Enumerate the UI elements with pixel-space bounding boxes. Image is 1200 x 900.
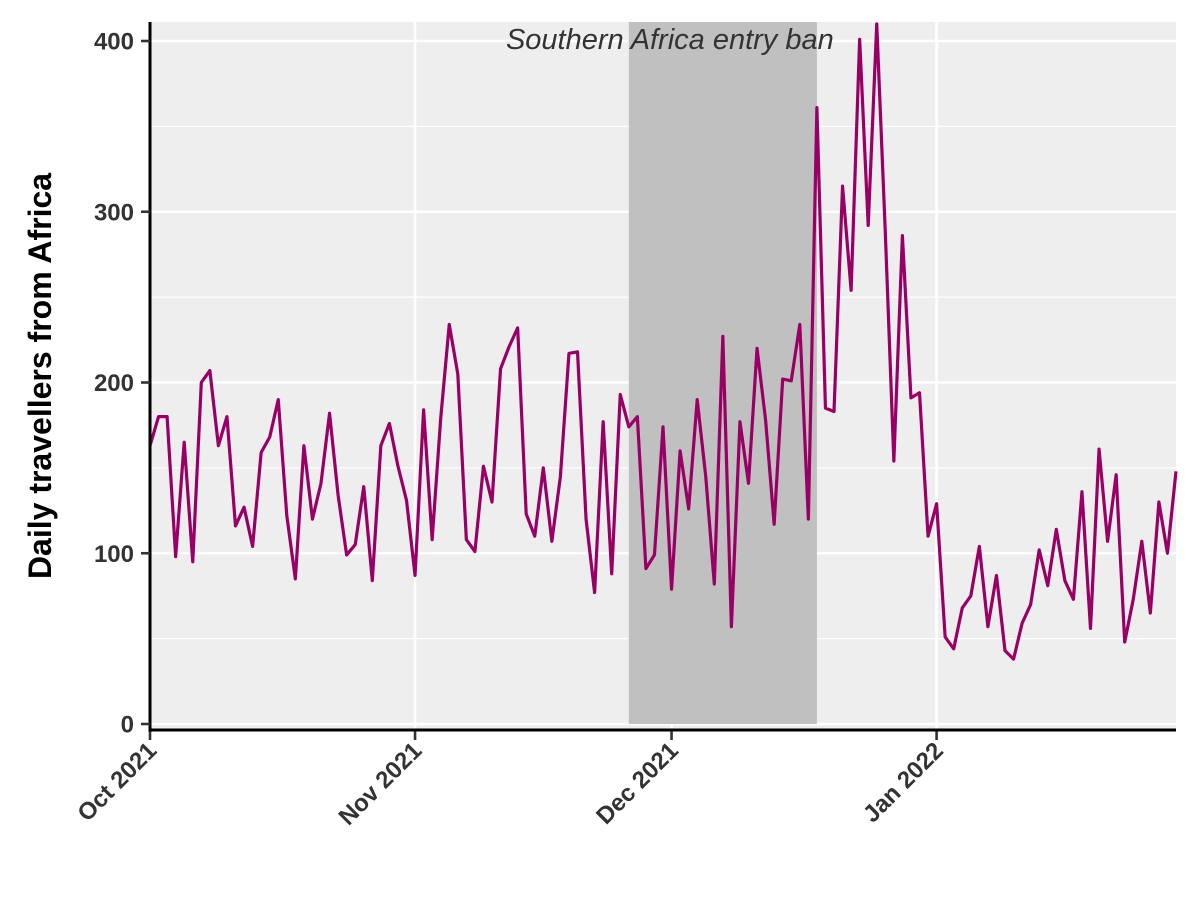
series-line (148, 22, 1178, 661)
x-tick-label: Nov 2021 (334, 737, 428, 831)
y-tick-label: 0 (121, 712, 134, 739)
x-tick-label: Jan 2022 (858, 737, 949, 828)
x-tick-label: Oct 2021 (72, 737, 162, 827)
y-tick-label: 200 (94, 370, 134, 397)
y-axis-title: Daily travellers from Africa (22, 173, 58, 579)
x-tick-label: Dec 2021 (591, 737, 684, 830)
y-axis-ticks: 0 100 200 300 400 (94, 29, 150, 739)
y-tick-label: 300 (94, 199, 134, 226)
x-axis-ticks: Oct 2021 Nov 2021 Dec 2021 Jan 2022 (72, 731, 949, 831)
y-tick-label: 400 (94, 29, 134, 56)
y-tick-label: 100 (94, 541, 134, 568)
shaded-region-label: Southern Africa entry ban (506, 24, 834, 56)
